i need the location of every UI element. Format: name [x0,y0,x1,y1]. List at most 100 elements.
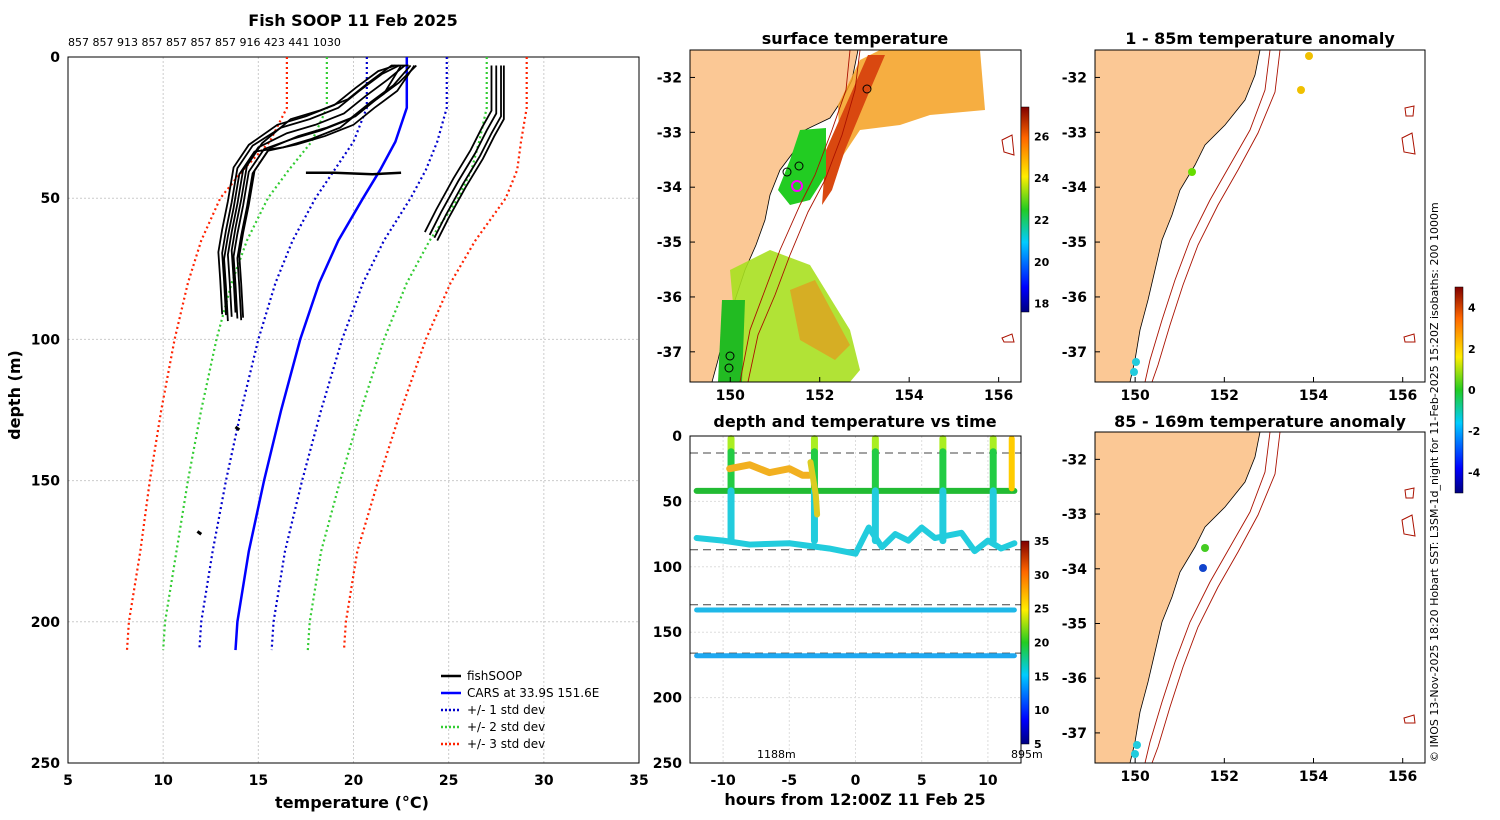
profile-xtick: 25 [439,773,458,789]
cars-location-marker [791,180,803,192]
map-xtick: 154 [1299,769,1328,785]
map-ytick: -34 [1062,562,1088,578]
time-chart-title: depth and temperature vs time [713,412,996,431]
profile-axes-box [67,56,640,764]
anomaly-bottom-title: 85 - 169m temperature anomaly [1114,412,1406,431]
station-marker [725,351,735,361]
anomaly-top-ticks: 150 152 154 156 -32 -33 -34 -35 -36 -37 [1062,70,1418,404]
colorbar-tick: 35 [1034,535,1049,548]
map-ytick: -36 [657,290,682,306]
profile-ticks: 5 10 15 20 25 30 35 0 50 100 150 200 250 [31,50,649,789]
series-fishsoop [232,64,412,319]
anomaly-point [1201,544,1209,552]
colorbar-tick: 22 [1034,214,1049,227]
colorbar-tick: 18 [1034,298,1049,311]
profile-grid [67,56,640,764]
seamount-contour [1401,132,1416,155]
series-cars [234,57,409,651]
colorbar-tick: 20 [1034,256,1050,269]
station-marker [794,161,804,171]
sst-map-plot [690,50,1021,382]
map-ytick: -33 [657,125,682,141]
colorbar-tick: 20 [1034,637,1050,650]
time-xtick: 0 [851,773,861,789]
sst-map-title: surface temperature [762,29,949,48]
seamount-contour [1404,105,1415,117]
time-xtick: -10 [710,773,736,789]
map-ytick: -37 [1062,345,1087,361]
map-ytick: -32 [1062,70,1087,86]
time-chart-plot [690,435,1021,764]
profile-ytick: 150 [31,474,60,490]
profile-legend: fishSOOP CARS at 33.9S 151.6E +/- 1 std … [441,669,599,751]
anomaly-point [1133,741,1141,749]
series-fishsoop-segment [196,530,203,536]
anomaly-point [1130,368,1138,376]
legend-label-cars: CARS at 33.9S 151.6E [467,686,599,700]
map-ytick: -36 [1062,671,1087,687]
sst-green-patch [778,128,826,205]
profile-xtick: 15 [249,773,268,789]
anomaly-point [1132,358,1140,366]
anomaly-point [1199,564,1207,572]
seamount-contour [1001,134,1015,156]
profile-xlabel: temperature (°C) [275,793,429,812]
time-ytick: 150 [653,625,682,641]
anomaly-point [1297,86,1305,94]
series-fishsoop-segment [305,171,402,176]
profile-ytick: 0 [50,50,60,66]
map-ytick: -37 [657,345,682,361]
profile-xtick: 30 [534,773,554,789]
colorbar-tick: 4 [1468,302,1476,315]
map-ytick: -32 [657,70,682,86]
time-ytick: 50 [663,494,683,510]
map-xtick: 152 [1210,388,1239,404]
sst-map-ticks: 150 152 154 156 -32 -33 -34 -35 -36 -37 [657,70,1014,404]
isobath-1000 [747,50,861,382]
credit-line: © IMOS 13-Nov-2025 18:20 Hobart SST: L3S… [1428,202,1441,762]
map-ytick: -35 [657,235,682,251]
series-fishsoop-deep [424,65,493,233]
colorbar-tick: 25 [1034,603,1049,616]
anomaly-colorbar [1454,286,1464,494]
colorbar-tick: 10 [1034,704,1050,717]
series-fishsoop-deep [433,65,502,239]
sst-hot-current [822,55,885,205]
coastline-land [1095,432,1261,763]
time-xtick: 5 [917,773,927,789]
map-ytick: -37 [1062,726,1087,742]
series-fishsoop [217,64,396,315]
anomaly-map-top: 1 - 85m temperature anomaly 150 152 154 156… [1062,29,1426,404]
colorbar-tick: 30 [1034,569,1050,582]
coastline-land [1095,50,1261,382]
map-ytick: -33 [1062,507,1087,523]
time-series-trace [807,459,821,518]
sst-colorbar-ticks: 18 20 22 24 26 [1034,130,1050,310]
map-xtick: 154 [1299,388,1328,404]
map-ytick: -35 [1062,616,1087,632]
map-ytick: -33 [1062,125,1087,141]
profile-ytick: 250 [31,756,60,772]
isobath-200 [1144,432,1271,763]
seamount-contour [1401,514,1416,537]
time-annotation-right: 895m [1011,748,1043,761]
time-ytick: 100 [653,560,682,576]
map-xtick: 152 [1210,769,1239,785]
sst-map: surface temperature 150 152 154 156 -32 -33 -3… [657,29,1050,404]
station-marker [724,363,734,373]
anomaly-point [1131,750,1139,758]
seamount-contour [1403,333,1416,343]
profile-ylabel: depth (m) [5,350,24,440]
profile-ytick: 50 [41,191,61,207]
anomaly-colorbar-ticks: 4 2 0 -2 -4 [1468,302,1481,480]
seamount-contour [1001,333,1015,343]
sst-coastal-green [718,300,745,382]
profile-xtick: 5 [63,773,73,789]
anomaly-map-bottom: 85 - 169m temperature anomaly 150 152 154 1… [1062,412,1426,785]
time-ytick: 250 [653,756,682,772]
anomaly-bottom-frame [1094,431,1426,764]
legend-label-std3: +/- 3 std dev [467,737,545,751]
map-xtick: 150 [716,388,745,404]
